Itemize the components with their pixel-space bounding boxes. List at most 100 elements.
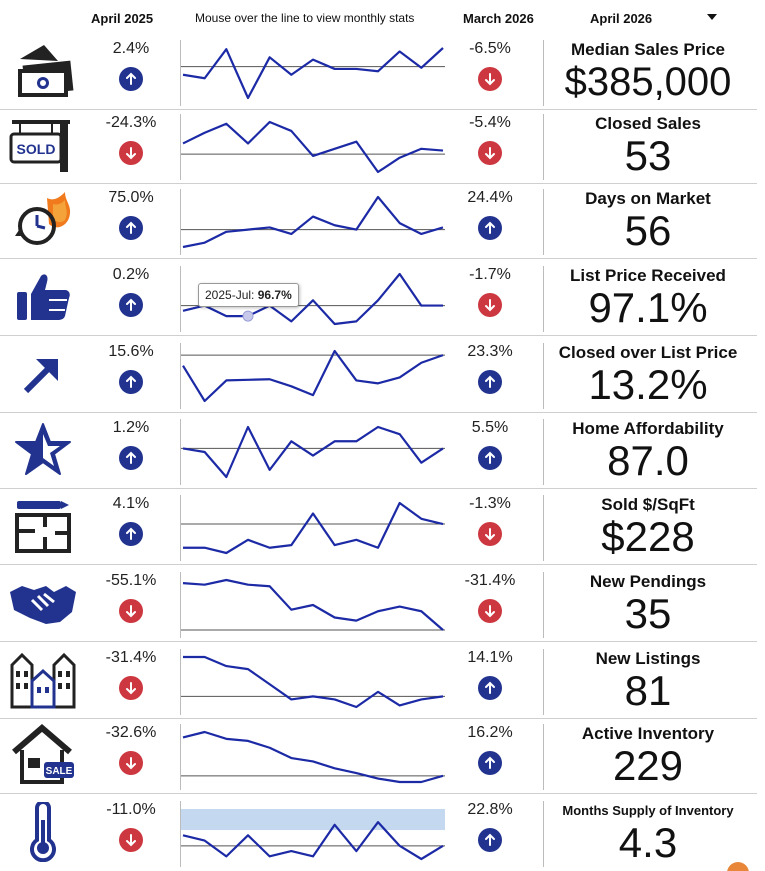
tooltip-value: 96.7% [257, 288, 292, 302]
arrow-up-icon[interactable] [478, 676, 502, 700]
row-divider [0, 258, 757, 259]
metric-value: $228 [601, 513, 695, 560]
yoy-change: 1.2% [112, 419, 150, 436]
clock-fire-icon [8, 189, 78, 251]
sparkline-series [182, 730, 444, 784]
metric-title: Days on Market [585, 189, 711, 208]
sparkline-chart[interactable] [180, 724, 445, 790]
mom-change: 16.2% [467, 724, 513, 741]
svg-text:SOLD: SOLD [17, 141, 56, 157]
chevron-down-icon[interactable] [707, 14, 717, 20]
row-divider [0, 109, 757, 110]
sparkline-series [182, 425, 444, 479]
row-divider [0, 641, 757, 642]
row-divider [0, 335, 757, 336]
sparkline-chart[interactable] [180, 572, 445, 638]
yoy-change: 15.6% [108, 343, 154, 360]
metric-row: 2.4% -6.5% Median Sales Price $385,000 [0, 34, 765, 110]
metric-title: Median Sales Price [570, 40, 726, 59]
sparkline-chart[interactable] [180, 419, 445, 485]
metric-value: 97.1% [588, 284, 708, 331]
arrow-down-icon[interactable] [119, 676, 143, 700]
yoy-change: -24.3% [105, 114, 157, 131]
metric-row: 75.0% 24.4% Days on Market 56 [0, 183, 765, 259]
metric-row: 0.2% -1.7% List Price Received 97.1% [0, 260, 765, 336]
arrow-up-icon[interactable] [119, 216, 143, 240]
metric-title: Closed Sales [595, 114, 701, 133]
sparkline-chart[interactable] [180, 801, 445, 867]
sparkline-series [182, 821, 444, 861]
mom-change: -5.4% [469, 114, 511, 131]
arrow-up-icon[interactable] [478, 828, 502, 852]
sparkline-chart[interactable] [180, 114, 445, 180]
mom-change: 5.5% [471, 419, 509, 436]
metric-value: 87.0 [607, 437, 689, 484]
metric-row: SALE -32.6% 16.2% Active Inventory 229 [0, 718, 765, 794]
sparkline-column-header: Mouse over the line to view monthly stat… [195, 11, 415, 25]
handshake-icon [8, 572, 78, 634]
metric-value: 13.2% [588, 361, 708, 408]
arrow-down-icon[interactable] [478, 293, 502, 317]
month-selector[interactable]: April 2026 [590, 11, 653, 26]
sparkline-chart[interactable] [180, 40, 445, 106]
arrow-up-icon[interactable] [478, 446, 502, 470]
sparkline-series [182, 47, 444, 100]
sparkline-chart[interactable] [180, 495, 445, 561]
sparkline-series [183, 655, 444, 709]
yoy-change: -11.0% [106, 801, 156, 818]
arrow-down-icon[interactable] [478, 599, 502, 623]
help-badge-icon[interactable] [727, 862, 749, 871]
sparkline-tooltip: 2025-Jul: 96.7% [198, 283, 299, 307]
metric-row: SOLD -24.3% -5.4% Closed Sales 53 [0, 108, 765, 184]
arrow-down-icon[interactable] [478, 141, 502, 165]
metric-title: Active Inventory [581, 724, 715, 743]
arrow-up-icon[interactable] [119, 522, 143, 546]
sparkline-series [182, 195, 444, 249]
arrow-up-icon[interactable] [478, 216, 502, 240]
column-divider [543, 40, 544, 106]
yoy-change: 75.0% [108, 189, 154, 206]
metric-title: Closed over List Price [558, 343, 738, 362]
metric-row: -11.0% 22.8% Months Supply of Inventory 4.3 [0, 795, 765, 871]
column-divider [543, 495, 544, 561]
arrow-down-icon[interactable] [119, 599, 143, 623]
arrow-down-icon[interactable] [478, 522, 502, 546]
trend-arrow-icon [8, 343, 78, 405]
arrow-up-icon[interactable] [119, 293, 143, 317]
metric-value: 81 [624, 667, 672, 714]
metric-row: -55.1% -31.4% New Pendings 35 [0, 566, 765, 642]
arrow-down-icon[interactable] [119, 751, 143, 775]
column-divider [543, 649, 544, 715]
yoy-change: 0.2% [112, 266, 150, 283]
arrow-up-icon[interactable] [119, 370, 143, 394]
metric-title: List Price Received [570, 266, 726, 285]
arrow-down-icon[interactable] [119, 141, 143, 165]
column-divider [543, 801, 544, 867]
sparkline-chart[interactable] [180, 189, 445, 255]
yoy-change: -32.6% [105, 724, 157, 741]
arrow-up-icon[interactable] [119, 446, 143, 470]
sparkline-chart[interactable] [180, 343, 445, 409]
mom-change: 23.3% [467, 343, 513, 360]
metric-row: 4.1% -1.3% Sold $/SqFt $228 [0, 489, 765, 565]
arrow-down-icon[interactable] [119, 828, 143, 852]
arrow-up-icon[interactable] [119, 67, 143, 91]
arrow-down-icon[interactable] [478, 67, 502, 91]
mom-change: -31.4% [464, 572, 516, 589]
yoy-change: -31.4% [105, 649, 157, 666]
mom-change: 24.4% [467, 189, 513, 206]
sparkline-series [182, 349, 444, 403]
yoy-change: -55.1% [105, 572, 157, 589]
row-divider [0, 488, 757, 489]
metric-value: 56 [624, 207, 672, 254]
arrow-up-icon[interactable] [478, 370, 502, 394]
star-icon [8, 419, 78, 481]
sparkline-chart[interactable] [180, 649, 445, 715]
arrow-up-icon[interactable] [478, 751, 502, 775]
row-divider [0, 183, 757, 184]
houses-icon [8, 649, 78, 711]
row-divider [0, 718, 757, 719]
metric-value: 229 [612, 742, 684, 789]
metric-title: New Listings [595, 649, 701, 668]
column-divider [543, 114, 544, 180]
